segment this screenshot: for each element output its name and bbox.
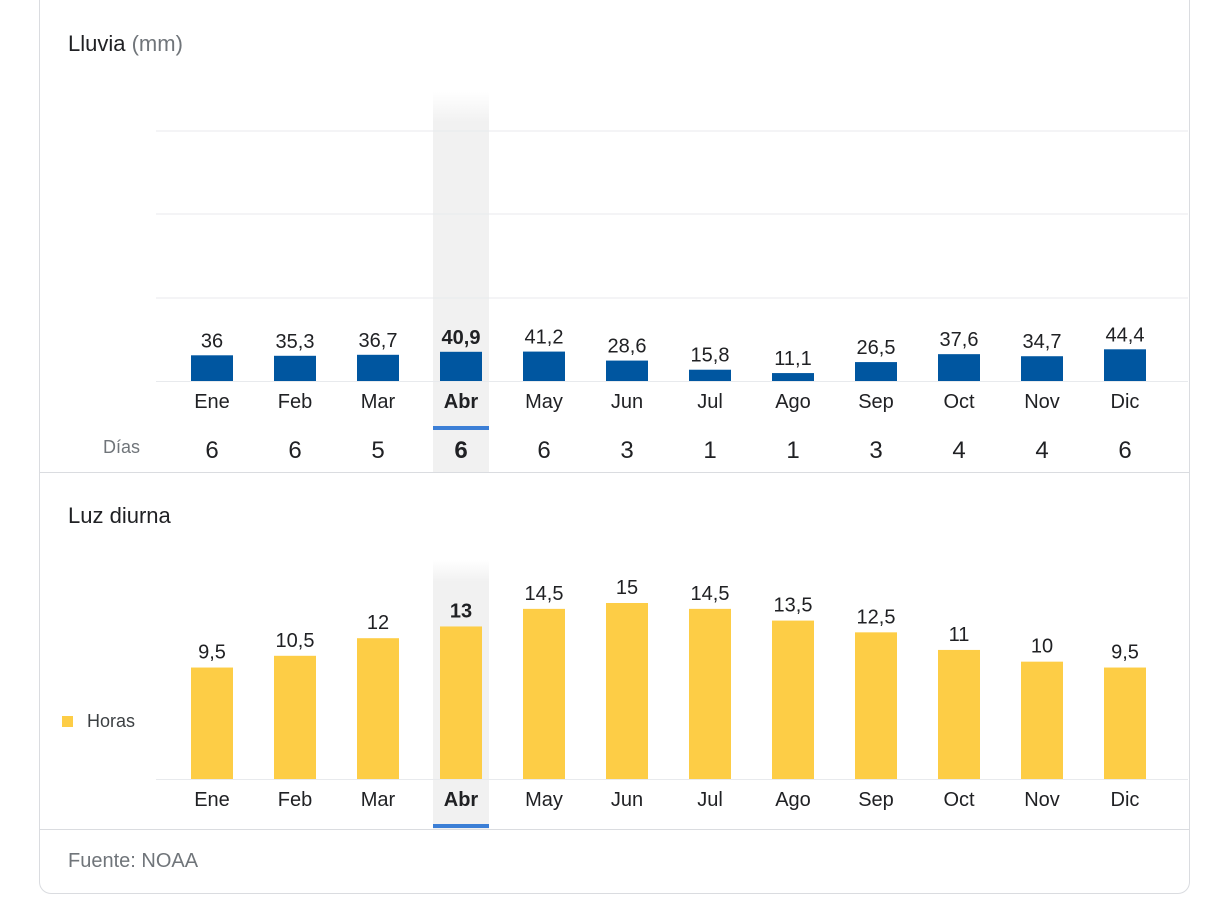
rain-value-label: 36: [201, 330, 223, 352]
rain-bar-dic[interactable]: [1104, 349, 1146, 381]
rain-month-tick[interactable]: Ago: [775, 391, 811, 413]
footer-divider: [40, 829, 1189, 830]
rain-days-value: 1: [703, 437, 716, 464]
rain-month-tick[interactable]: Abr: [444, 391, 479, 413]
rain-days-value: 6: [537, 437, 550, 464]
daylight-bar-feb[interactable]: [274, 655, 316, 779]
daylight-value-label: 10,5: [276, 630, 315, 652]
rain-days-value: 5: [371, 437, 384, 464]
rain-bar-sep[interactable]: [855, 362, 897, 381]
rain-bar-oct[interactable]: [938, 354, 980, 381]
rain-value-label: 36,7: [359, 330, 398, 352]
daylight-month-tick[interactable]: Jun: [611, 789, 643, 811]
rain-bar-ene[interactable]: [191, 355, 233, 381]
daylight-month-tick[interactable]: Feb: [278, 789, 312, 811]
rain-days-value: 4: [1035, 437, 1048, 464]
rain-month-tick[interactable]: Mar: [361, 391, 396, 413]
daylight-bar-mar[interactable]: [357, 638, 399, 779]
days-row-label: Días: [103, 437, 140, 457]
daylight-value-label: 14,5: [691, 583, 730, 605]
rain-bar-nov[interactable]: [1021, 356, 1063, 381]
daylight-value-label: 10: [1031, 636, 1053, 658]
rain-month-tick[interactable]: Jul: [697, 391, 723, 413]
daylight-value-label: 14,5: [525, 583, 564, 605]
rain-bar-abr[interactable]: [440, 351, 482, 381]
daylight-month-tick[interactable]: Jul: [697, 789, 723, 811]
daylight-month-tick[interactable]: Ene: [194, 789, 230, 811]
rain-bar-may[interactable]: [523, 351, 565, 381]
rain-month-tick[interactable]: May: [525, 391, 563, 413]
daylight-bar-ene[interactable]: [191, 667, 233, 779]
daylight-month-tick[interactable]: Ago: [775, 789, 811, 811]
daylight-month-tick[interactable]: Mar: [361, 789, 396, 811]
rain-month-tick[interactable]: Oct: [943, 391, 975, 413]
daylight-value-label: 9,5: [1111, 642, 1139, 664]
rain-value-label: 26,5: [857, 337, 896, 359]
rain-bar-feb[interactable]: [274, 355, 316, 381]
daylight-bar-ago[interactable]: [772, 620, 814, 779]
rain-days-value: 3: [620, 437, 633, 464]
daylight-bar-nov[interactable]: [1021, 661, 1063, 779]
daylight-bar-sep[interactable]: [855, 632, 897, 779]
rain-title-text: Lluvia: [68, 31, 126, 56]
daylight-value-label: 15: [616, 577, 638, 599]
source-footer: Fuente: NOAA: [68, 850, 199, 872]
rain-bar-jul[interactable]: [689, 369, 731, 381]
rain-days-value: 1: [786, 437, 799, 464]
daylight-value-label: 9,5: [198, 642, 226, 664]
daylight-value-label: 13,5: [774, 595, 813, 617]
rain-value-label: 11,1: [774, 348, 811, 370]
daylight-month-tick[interactable]: Sep: [858, 789, 894, 811]
rain-days-value: 4: [952, 437, 965, 464]
rain-bar-ago[interactable]: [772, 373, 814, 381]
rain-days-value: 6: [205, 437, 218, 464]
daylight-bar-dic[interactable]: [1104, 667, 1146, 779]
rain-month-tick[interactable]: Sep: [858, 391, 894, 413]
daylight-value-label: 12,5: [857, 606, 896, 628]
daylight-bar-jun[interactable]: [606, 603, 648, 779]
daylight-month-tick[interactable]: Oct: [943, 789, 975, 811]
rain-value-label: 15,8: [691, 345, 730, 367]
rain-value-label: 41,2: [525, 327, 564, 349]
daylight-month-tick[interactable]: Dic: [1111, 789, 1140, 811]
weather-card: Lluvia (mm) Luz diurna Fuente: NOAA: [39, 0, 1190, 894]
daylight-value-label: 13: [450, 600, 472, 622]
daylight-value-label: 11: [949, 624, 970, 646]
rain-month-tick[interactable]: Jun: [611, 391, 643, 413]
legend-label: Horas: [87, 711, 135, 731]
rain-title: Lluvia (mm): [68, 31, 183, 57]
rain-selected-column: [433, 92, 489, 472]
rain-value-label: 40,9: [442, 327, 481, 349]
rain-month-tick[interactable]: Nov: [1024, 391, 1060, 413]
rain-selected-indicator: [433, 426, 489, 430]
rain-bar-jun[interactable]: [606, 360, 648, 381]
daylight-bar-jul[interactable]: [689, 608, 731, 779]
daylight-selected-indicator: [433, 824, 489, 828]
daylight-bar-oct[interactable]: [938, 649, 980, 779]
rain-month-tick[interactable]: Ene: [194, 391, 230, 413]
rain-unit: (mm): [131, 31, 183, 56]
legend-swatch-icon: [62, 716, 73, 727]
daylight-month-tick[interactable]: Abr: [444, 789, 479, 811]
rain-month-tick[interactable]: Dic: [1111, 391, 1140, 413]
rain-value-label: 34,7: [1023, 331, 1062, 353]
daylight-bar-may[interactable]: [523, 608, 565, 779]
section-divider: [40, 472, 1189, 473]
daylight-bar-abr[interactable]: [440, 626, 482, 779]
rain-month-tick[interactable]: Feb: [278, 391, 312, 413]
rain-value-label: 28,6: [608, 336, 647, 358]
rain-value-label: 44,4: [1106, 324, 1145, 346]
daylight-month-tick[interactable]: May: [525, 789, 563, 811]
rain-value-label: 35,3: [276, 331, 315, 353]
daylight-value-label: 12: [367, 612, 389, 634]
rain-bar-mar[interactable]: [357, 354, 399, 381]
daylight-title: Luz diurna: [68, 503, 171, 528]
rain-days-value: 6: [1118, 437, 1131, 464]
daylight-month-tick[interactable]: Nov: [1024, 789, 1060, 811]
rain-value-label: 37,6: [940, 329, 979, 351]
rain-days-value: 6: [288, 437, 301, 464]
rain-days-value: 6: [454, 437, 467, 464]
rain-days-value: 3: [869, 437, 882, 464]
